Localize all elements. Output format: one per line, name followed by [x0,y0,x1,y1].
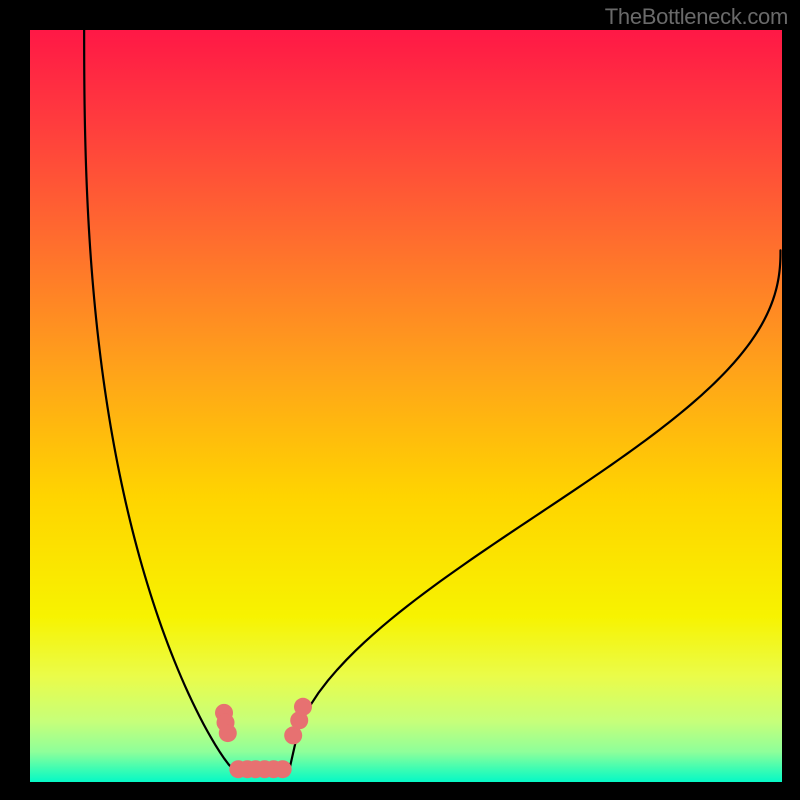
watermark-text: TheBottleneck.com [605,4,788,30]
chart-overlay [30,30,782,782]
data-marker [274,760,292,778]
plot-area [30,30,782,782]
data-marker [219,724,237,742]
bottleneck-curve [84,30,780,769]
data-marker [294,698,312,716]
